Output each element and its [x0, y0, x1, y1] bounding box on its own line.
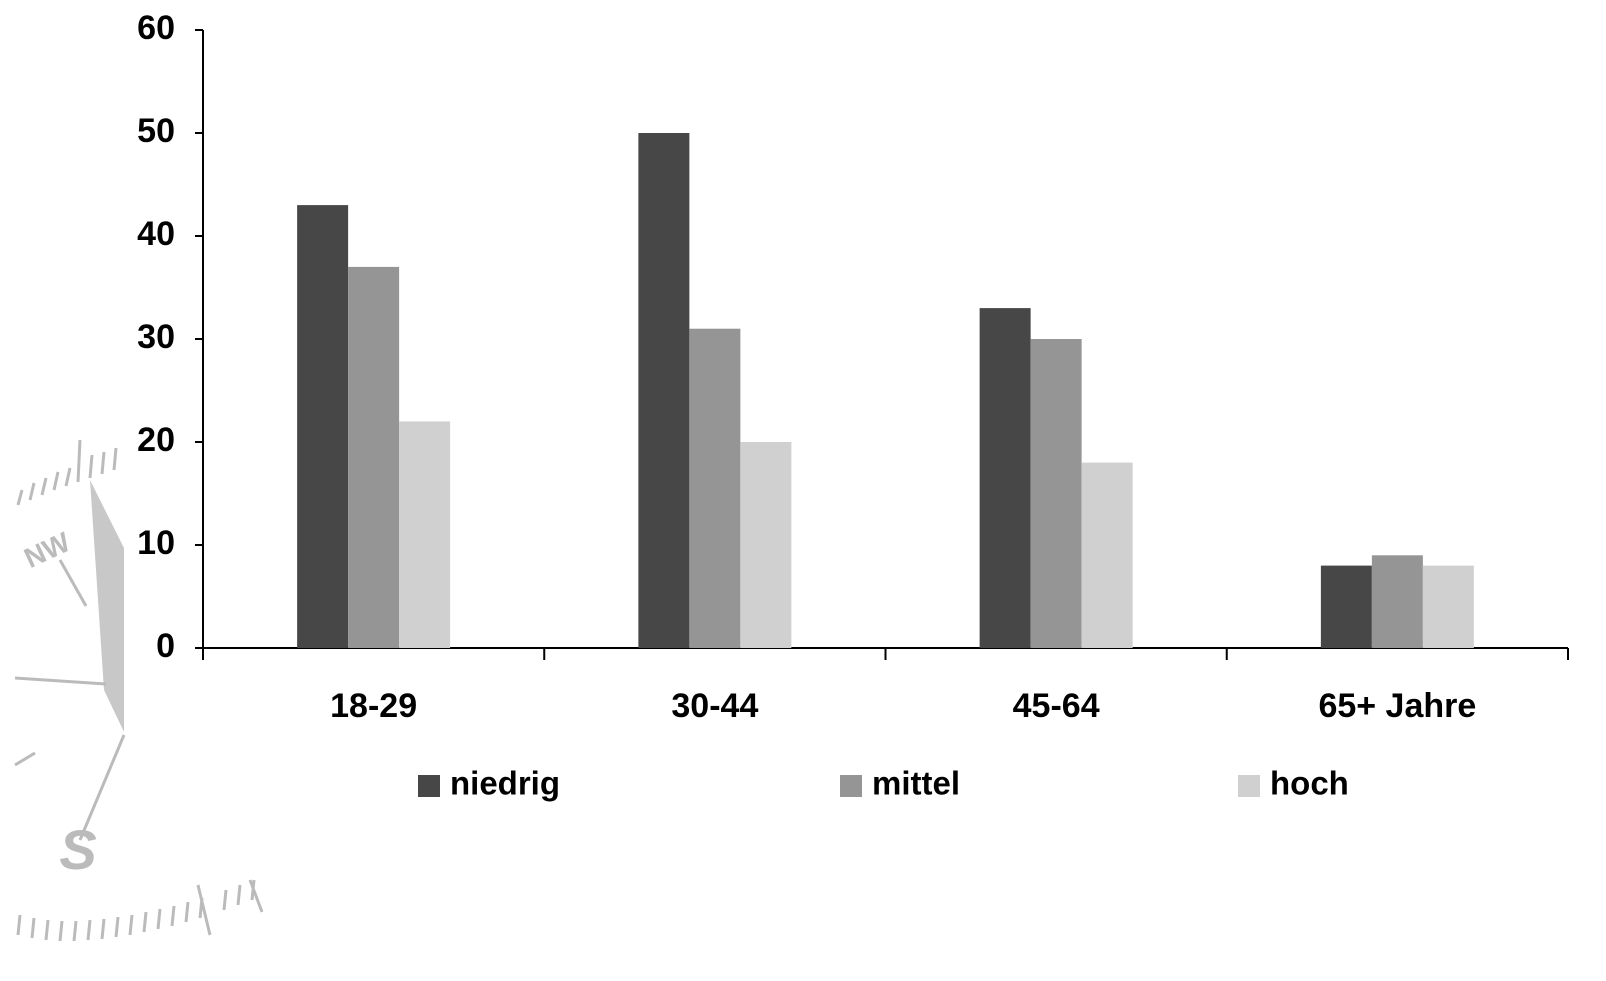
compass-decoration: NW S: [15, 440, 262, 941]
compass-needle: [90, 480, 124, 732]
y-tick-label: 40: [137, 215, 175, 253]
bar: [1082, 463, 1133, 648]
compass-line: [60, 560, 86, 606]
x-tick-label: 30-44: [671, 687, 758, 725]
y-tick-label: 30: [137, 318, 175, 356]
legend-label: hoch: [1270, 765, 1349, 802]
x-tick-label: 65+ Jahre: [1318, 687, 1476, 725]
compass-line: [15, 678, 106, 684]
bar: [689, 329, 740, 648]
legend-swatch: [418, 775, 440, 797]
y-tick-label: 20: [137, 421, 175, 459]
compass-label: S: [59, 818, 96, 881]
x-tick-label: 18-29: [330, 687, 417, 725]
x-tick-label: 45-64: [1013, 687, 1100, 725]
chart: NW S 0 10 20 30 40 50 60 18-29 30-44 45-64 65+ Jah…: [0, 0, 1606, 981]
legend-label: niedrig: [450, 765, 560, 802]
bar: [297, 205, 348, 648]
compass-scale: [18, 440, 116, 505]
y-tick-label: 60: [137, 9, 175, 47]
bar: [1321, 566, 1372, 648]
bar: [1031, 339, 1082, 648]
y-tick-label: 50: [137, 112, 175, 150]
bar: [1372, 555, 1423, 648]
bar: [638, 133, 689, 648]
bar: [980, 308, 1031, 648]
compass-line: [15, 753, 35, 765]
bar: [740, 442, 791, 648]
legend-swatch: [1238, 775, 1260, 797]
legend-label: mittel: [872, 765, 960, 802]
y-tick-label: 10: [137, 524, 175, 562]
bar: [399, 421, 450, 648]
legend-swatch: [840, 775, 862, 797]
compass-scale: [18, 880, 262, 941]
y-tick-label: 0: [156, 627, 175, 665]
compass-label: NW: [19, 526, 75, 574]
bar: [348, 267, 399, 648]
bar: [1423, 566, 1474, 648]
